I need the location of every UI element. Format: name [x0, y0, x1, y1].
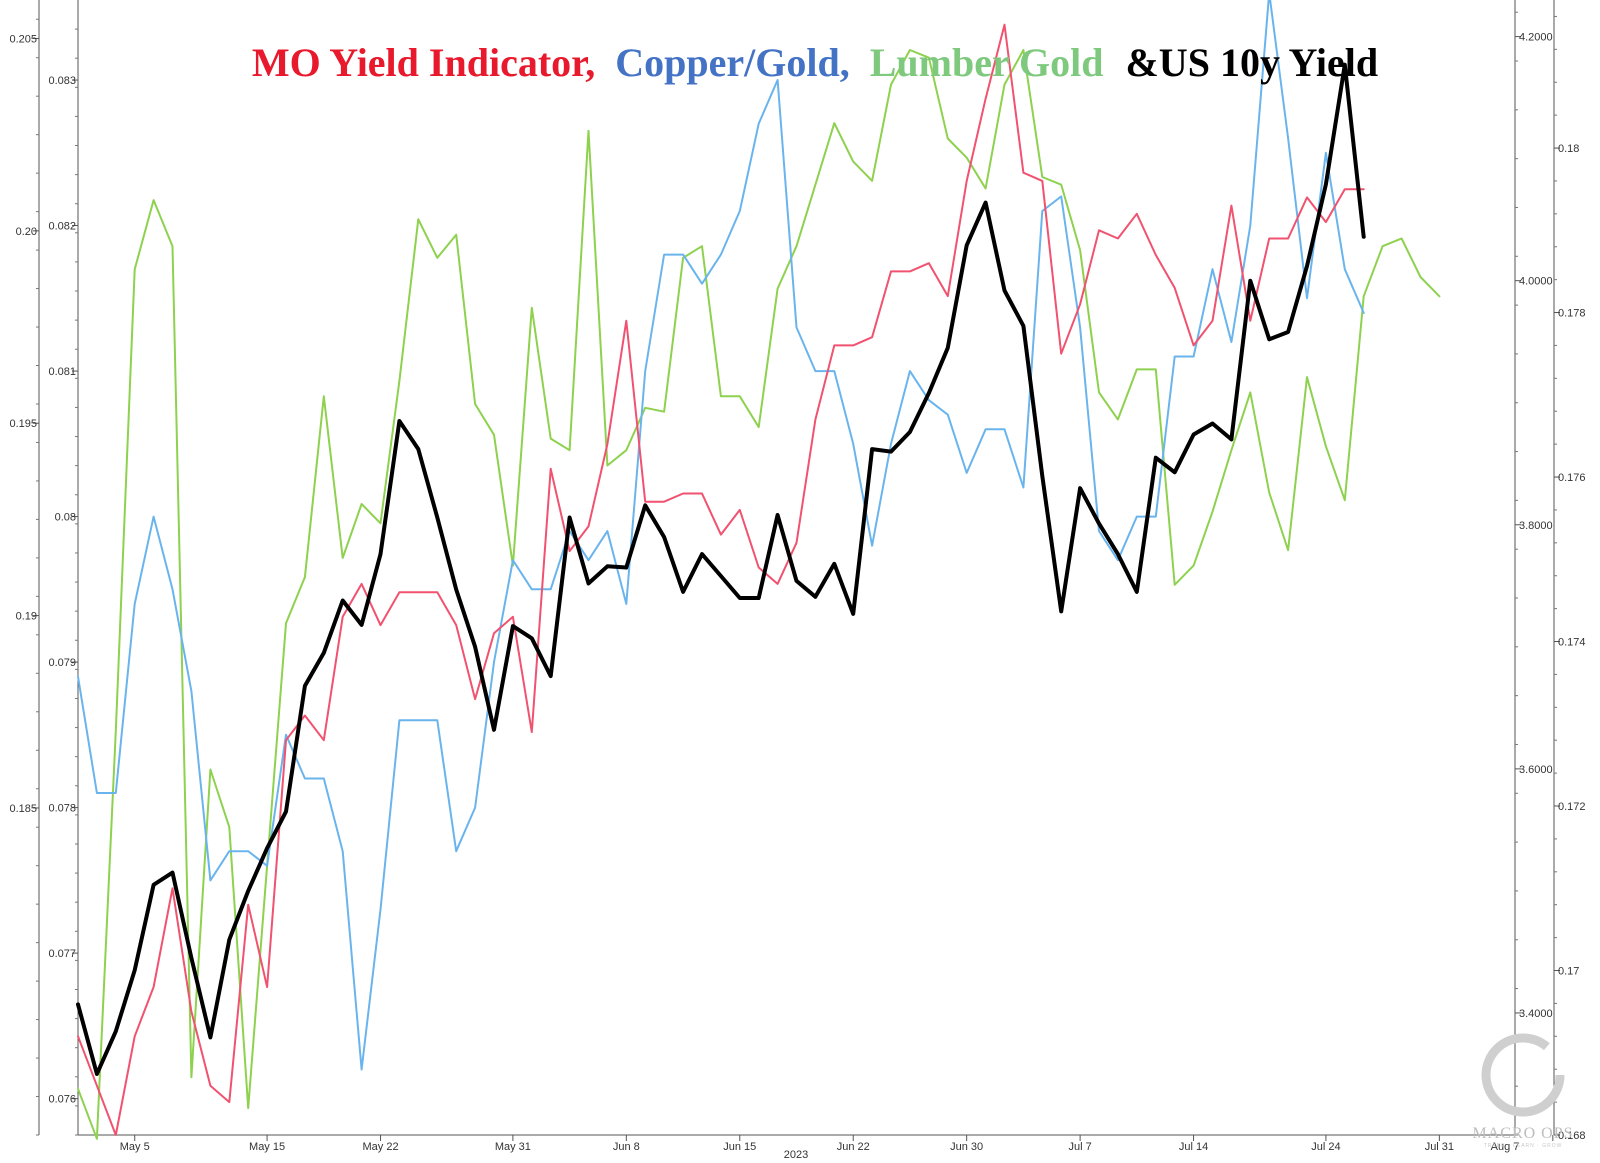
x-tick-label: Jul 14 — [1179, 1141, 1208, 1153]
right-outer-tick-label: 0.178 — [1558, 308, 1586, 320]
x-tick-label: Jun 8 — [613, 1141, 640, 1153]
x-tick-label: May 22 — [362, 1141, 398, 1153]
left-inner-tick-label: 0.076 — [48, 1094, 76, 1106]
left-outer-tick-label: 0.185 — [9, 803, 37, 815]
right-inner-tick-label: 3.4000 — [1519, 1008, 1553, 1020]
right-inner-tick-label: 3.6000 — [1519, 764, 1553, 776]
left-outer-tick-label: 0.205 — [9, 33, 37, 45]
x-axis-year-label: 2023 — [784, 1149, 808, 1161]
x-tick-label: Jun 22 — [837, 1141, 870, 1153]
x-tick-label: Aug 7 — [1491, 1141, 1520, 1153]
right-outer-tick-label: 0.17 — [1558, 966, 1579, 978]
left-outer-tick-label: 0.195 — [9, 418, 37, 430]
right-outer-tick-label: 0.174 — [1558, 637, 1586, 649]
axis-frames — [38, 0, 1555, 1136]
left-outer-tick-label: 0.19 — [16, 611, 37, 623]
watermark-enso-icon — [1481, 1033, 1565, 1117]
right-outer-tick-label: 0.18 — [1558, 143, 1579, 155]
chart-title: MO Yield Indicator, Copper/Gold, Lumber … — [252, 40, 1378, 85]
left-inner-tick-label: 0.08 — [55, 512, 76, 524]
right-outer-tick-label: 0.176 — [1558, 472, 1586, 484]
x-tick-label: Jul 31 — [1425, 1141, 1454, 1153]
watermark-brand: MACRO OPS — [1472, 1125, 1573, 1142]
title-part-mo-yield: MO Yield Indicator, — [252, 40, 595, 85]
macro-ops-watermark: MACRO OPS TRADE · LEARN · GROW — [1472, 1033, 1573, 1149]
left-inner-tick-label: 0.082 — [48, 221, 76, 233]
left-outer-tick-label: 0.20 — [16, 226, 37, 238]
left-inner-tick-label: 0.083 — [48, 75, 76, 87]
title-part-us10y: &US 10y Yield — [1125, 40, 1378, 85]
series-lines — [76, 0, 1441, 1140]
right-inner-tick-label: 4.0000 — [1519, 276, 1553, 288]
x-axis-ticks: May 5 May 15 May 22 May 31 Jun 8 Jun 15 Jun 22… — [120, 1135, 1554, 1153]
x-tick-label: May 5 — [120, 1141, 150, 1153]
series-line-us-10y-yield — [76, 62, 1366, 1076]
left-inner-tick-label: 0.081 — [48, 366, 76, 378]
axis-ticks: 0.205 0.20 0.195 0.19 0.185 0.083 0.082 0.081 0.… — [9, 11, 1586, 1142]
left-inner-tick-label: 0.077 — [48, 948, 76, 960]
title-part-lumber-gold: Lumber Gold — [870, 40, 1104, 85]
x-tick-label: May 31 — [495, 1141, 531, 1153]
left-inner-tick-label: 0.079 — [48, 657, 76, 669]
series-line-mo-yield-indicator — [77, 23, 1365, 1136]
left-inner-tick-label: 0.078 — [48, 803, 76, 815]
x-tick-label: Jun 30 — [950, 1141, 983, 1153]
x-tick-label: May 15 — [249, 1141, 285, 1153]
right-outer-tick-label: 0.172 — [1558, 801, 1586, 813]
right-outer-tick-label: 0.168 — [1558, 1130, 1586, 1142]
watermark-tagline: TRADE · LEARN · GROW — [1484, 1143, 1563, 1149]
series-line-lumber-gold — [77, 49, 1441, 1140]
title-part-copper-gold: Copper/Gold, — [615, 40, 849, 85]
x-tick-label: Jul 7 — [1068, 1141, 1091, 1153]
x-tick-label: Jul 24 — [1311, 1141, 1340, 1153]
right-inner-tick-label: 4.2000 — [1519, 32, 1553, 44]
right-inner-tick-label: 3.8000 — [1519, 520, 1553, 532]
x-tick-label: Jun 15 — [723, 1141, 756, 1153]
